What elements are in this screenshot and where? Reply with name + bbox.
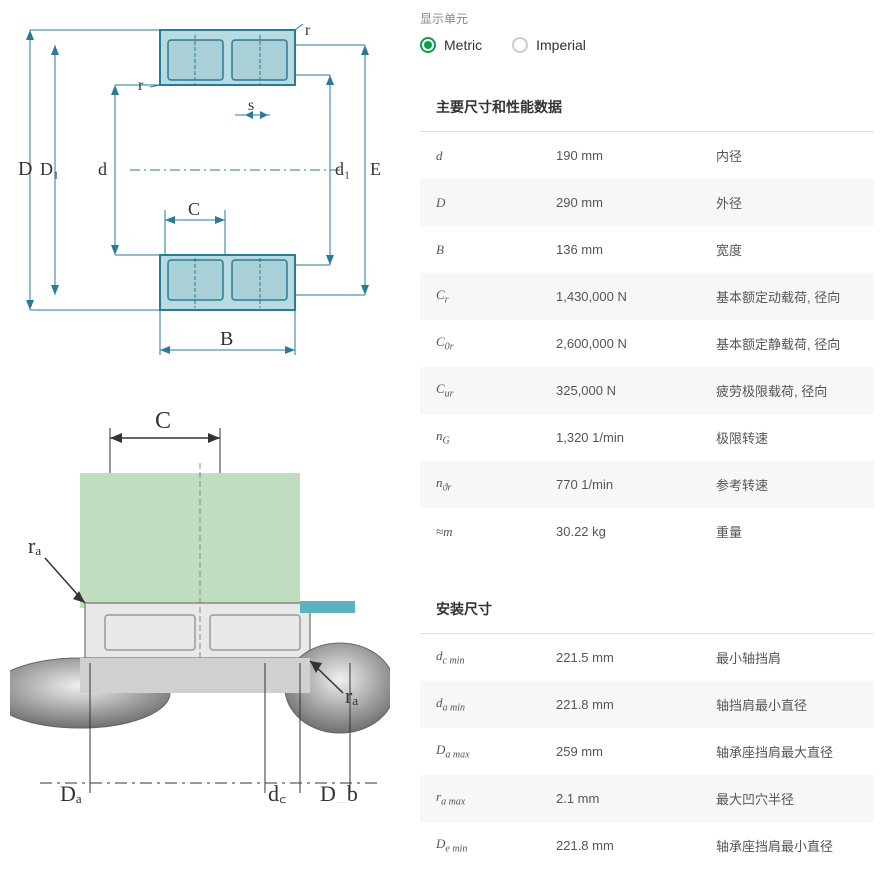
radio-metric-label: Metric: [444, 37, 482, 53]
spec-symbol: nG: [420, 414, 540, 461]
spec-value: 2,600,000 N: [540, 320, 700, 367]
radio-imperial-indicator: [512, 37, 528, 53]
spec-symbol: d: [420, 132, 540, 179]
spec-value: 770 1/min: [540, 461, 700, 508]
table-row: Cr1,430,000 N基本额定动载荷, 径向: [420, 273, 874, 320]
spec-value: 221.8 mm: [540, 822, 700, 869]
label-r-top: r: [305, 22, 311, 39]
spec-value: 221.8 mm: [540, 681, 700, 728]
spec-description: 内径: [700, 132, 874, 179]
label-B: B: [220, 328, 233, 350]
spec-description: 重量: [700, 508, 874, 555]
spec-symbol: nϑr: [420, 461, 540, 508]
spec-symbol: C0r: [420, 320, 540, 367]
label-ra2: rₐ: [345, 683, 358, 708]
table-row: nG1,320 1/min极限转速: [420, 414, 874, 461]
mount-spec-table: dc min221.5 mm最小轴挡肩da min221.8 mm轴挡肩最小直径…: [420, 634, 874, 869]
label-C: C: [188, 199, 200, 219]
spec-description: 外径: [700, 179, 874, 226]
spec-symbol: ≈m: [420, 508, 540, 555]
spec-symbol: D: [420, 179, 540, 226]
spec-value: 290 mm: [540, 179, 700, 226]
spec-description: 最大凹穴半径: [700, 775, 874, 822]
label-C2: C: [155, 408, 171, 434]
table-row: B136 mm宽度: [420, 226, 874, 273]
radio-metric-indicator: [420, 37, 436, 53]
spec-value: 259 mm: [540, 728, 700, 775]
radio-imperial[interactable]: Imperial: [512, 37, 586, 53]
table-row: dc min221.5 mm最小轴挡肩: [420, 634, 874, 681]
table-row: De min221.8 mm轴承座挡肩最小直径: [420, 822, 874, 869]
spec-value: 1,430,000 N: [540, 273, 700, 320]
spec-value: 325,000 N: [540, 367, 700, 414]
spec-value: 190 mm: [540, 132, 700, 179]
table-row: Da max259 mm轴承座挡肩最大直径: [420, 728, 874, 775]
label-s: s: [248, 97, 254, 114]
spec-description: 极限转速: [700, 414, 874, 461]
spec-value: 1,320 1/min: [540, 414, 700, 461]
label-d: d: [98, 159, 107, 179]
spec-description: 轴挡肩最小直径: [700, 681, 874, 728]
spec-symbol: dc min: [420, 634, 540, 681]
table-row: Cur325,000 N疲劳极限载荷, 径向: [420, 367, 874, 414]
label-r-inner: r: [138, 77, 144, 94]
table-row: da min221.8 mm轴挡肩最小直径: [420, 681, 874, 728]
section-mount-title: 安装尺寸: [420, 585, 874, 634]
label-d1: d₁: [335, 159, 350, 179]
unit-label: 显示单元: [420, 10, 874, 27]
spec-value: 136 mm: [540, 226, 700, 273]
spec-symbol: da min: [420, 681, 540, 728]
spec-description: 轴承座挡肩最小直径: [700, 822, 874, 869]
spec-description: 疲劳极限载荷, 径向: [700, 367, 874, 414]
label-D: D: [18, 158, 32, 180]
spec-description: 宽度: [700, 226, 874, 273]
spec-symbol: Cr: [420, 273, 540, 320]
spec-symbol: De min: [420, 822, 540, 869]
spec-description: 基本额定动载荷, 径向: [700, 273, 874, 320]
table-row: nϑr770 1/min参考转速: [420, 461, 874, 508]
section-main-title: 主要尺寸和性能数据: [420, 83, 874, 132]
bearing-cross-section-diagram: D D₁ d: [10, 10, 390, 373]
radio-imperial-label: Imperial: [536, 37, 586, 53]
table-row: D290 mm外径: [420, 179, 874, 226]
spec-description: 轴承座挡肩最大直径: [700, 728, 874, 775]
label-E: E: [370, 159, 381, 179]
table-row: d190 mm内径: [420, 132, 874, 179]
spec-symbol: B: [420, 226, 540, 273]
label-D1: D₁: [40, 159, 59, 179]
label-Db: D_b: [320, 781, 358, 803]
spec-value: 2.1 mm: [540, 775, 700, 822]
spec-value: 221.5 mm: [540, 634, 700, 681]
radio-metric[interactable]: Metric: [420, 37, 482, 53]
spec-symbol: Cur: [420, 367, 540, 414]
spec-description: 最小轴挡肩: [700, 634, 874, 681]
spec-value: 30.22 kg: [540, 508, 700, 555]
spec-description: 基本额定静载荷, 径向: [700, 320, 874, 367]
table-row: C0r2,600,000 N基本额定静载荷, 径向: [420, 320, 874, 367]
spec-symbol: ra max: [420, 775, 540, 822]
spec-description: 参考转速: [700, 461, 874, 508]
label-Da: Dₐ: [60, 781, 82, 803]
table-row: ≈m30.22 kg重量: [420, 508, 874, 555]
label-dc: d꜀: [268, 781, 287, 803]
spec-symbol: Da max: [420, 728, 540, 775]
label-ra1: rₐ: [28, 533, 41, 558]
main-spec-table: d190 mm内径D290 mm外径B136 mm宽度Cr1,430,000 N…: [420, 132, 874, 555]
unit-radio-group: Metric Imperial: [420, 37, 874, 53]
table-row: ra max2.1 mm最大凹穴半径: [420, 775, 874, 822]
bearing-mounting-diagram: C rₐ rₐ: [10, 403, 390, 806]
